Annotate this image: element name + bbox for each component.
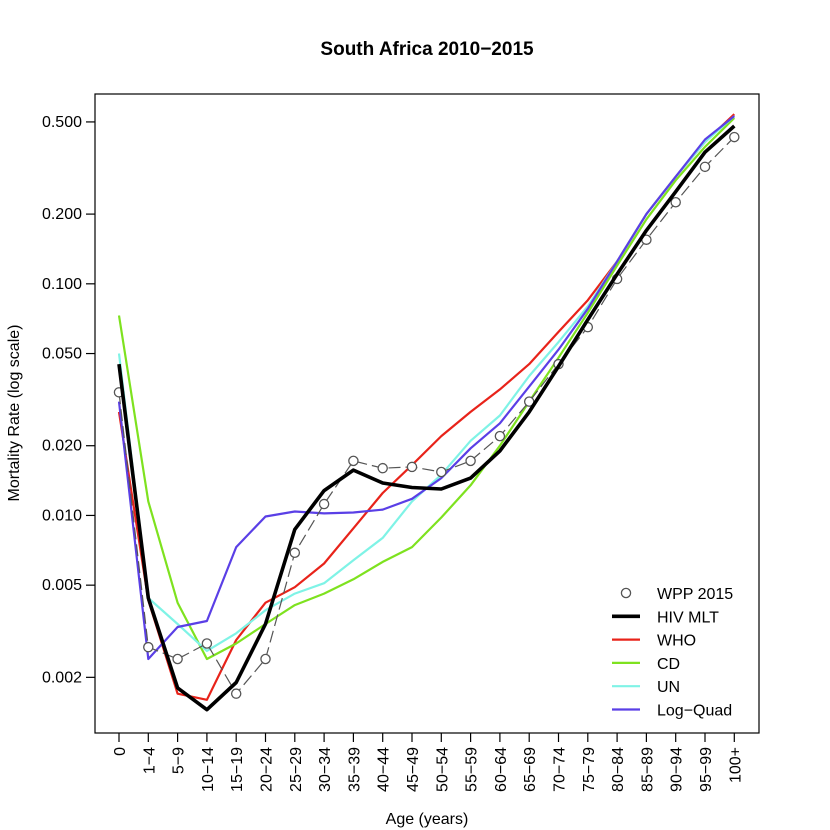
- series-wpp-2015-point: [494, 430, 506, 442]
- x-tick-label: 100+: [727, 747, 744, 783]
- x-tick-label: 55−59: [464, 747, 481, 792]
- legend-marker: [620, 587, 632, 599]
- x-tick-label: 70−74: [552, 747, 569, 792]
- y-axis: 0.002 0.005 0.010 0.020 0.050 0.100 0.200 0.500: [42, 114, 95, 686]
- x-tick-label: 60−64: [493, 747, 510, 792]
- series-wpp-2015-point: [260, 653, 271, 665]
- series-wpp-2015-point: [377, 462, 388, 474]
- x-tick-label: 35−39: [346, 747, 363, 792]
- y-tick-label: 0.050: [42, 346, 82, 363]
- x-tick-label: 75−79: [581, 747, 598, 792]
- legend: WPP 2015 HIV MLT WHO CD UN Log−Quad: [612, 586, 733, 720]
- x-tick-label: 1−4: [141, 747, 158, 774]
- x-tick-label: 50−54: [434, 747, 451, 792]
- x-tick-label: 45−49: [405, 747, 422, 792]
- series-wpp-2015-point: [172, 653, 183, 665]
- series-wpp-2015-point: [436, 466, 447, 478]
- x-tick-label: 25−29: [288, 747, 305, 792]
- x-tick-label: 15−19: [229, 747, 246, 792]
- series-wpp-2015-point: [670, 196, 681, 208]
- series-wpp-2015-point: [201, 638, 213, 649]
- y-tick-label: 0.020: [42, 438, 82, 455]
- chart-title: South Africa 2010−2015: [320, 39, 534, 60]
- legend-label: HIV MLT: [657, 609, 719, 626]
- series-wpp-2015-point: [348, 455, 359, 467]
- y-tick-label: 0.200: [42, 206, 82, 223]
- legend-label: CD: [657, 656, 680, 673]
- y-tick-label: 0.005: [42, 577, 82, 594]
- x-tick-label: 65−69: [522, 747, 539, 792]
- x-tick-label: 40−44: [376, 747, 393, 792]
- legend-label: UN: [657, 679, 680, 696]
- y-axis-label: Mortality Rate (log scale): [6, 325, 23, 502]
- y-tick-label: 0.010: [42, 507, 82, 524]
- series-wpp-2015-point: [143, 641, 154, 653]
- x-tick-label: 90−94: [669, 747, 686, 792]
- series-wpp-2015-point: [318, 498, 330, 510]
- legend-label: Log−Quad: [657, 703, 732, 720]
- series-wpp-2015-point: [465, 455, 476, 467]
- x-tick-label: 95−99: [698, 747, 715, 792]
- series-wpp-2015-point: [289, 547, 301, 559]
- x-axis: 0 1−4 5−9 10−14 15−19 20−24 25−29 30−34 35−39 40−…: [112, 733, 744, 792]
- y-tick-label: 0.500: [42, 114, 82, 131]
- x-tick-label: 20−24: [259, 747, 276, 792]
- series-wpp-2015-point: [230, 688, 242, 699]
- x-tick-label: 85−89: [639, 747, 656, 792]
- series-wpp-2015-point: [729, 131, 740, 143]
- series-wpp-2015-point: [406, 461, 418, 473]
- series-wpp-2015-point: [699, 161, 711, 173]
- series-layer: [113, 113, 740, 712]
- series-wpp-2015-line: [118, 136, 735, 695]
- plot-frame: [94, 93, 760, 734]
- series-cd-line: [117, 117, 736, 661]
- y-tick-label: 0.002: [42, 669, 82, 686]
- y-tick-label: 0.100: [42, 276, 82, 293]
- legend-label: WHO: [657, 633, 696, 650]
- x-tick-label: 10−14: [200, 747, 217, 792]
- x-tick-label: 30−34: [317, 747, 334, 792]
- x-tick-label: 5−9: [171, 747, 188, 774]
- x-axis-label: Age (years): [386, 811, 469, 828]
- x-tick-label: 80−84: [610, 747, 627, 792]
- legend-label: WPP 2015: [657, 586, 733, 603]
- x-tick-label: 0: [112, 747, 129, 756]
- series-hiv-mlt-line: [117, 124, 736, 712]
